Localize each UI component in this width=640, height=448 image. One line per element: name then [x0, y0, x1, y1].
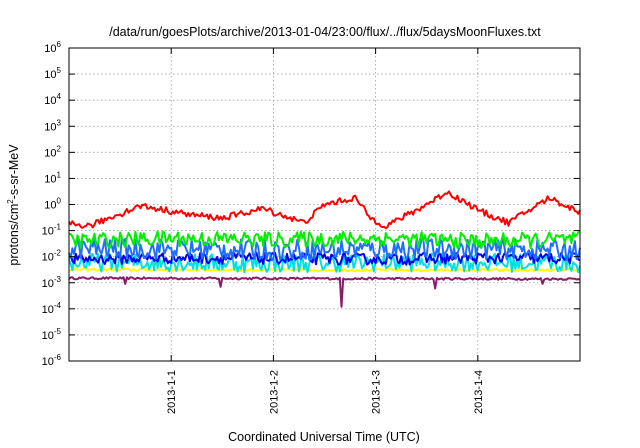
x-axis-label: Coordinated Universal Time (UTC): [228, 430, 420, 444]
chart-title: /data/run/goesPlots/archive/2013-01-04/2…: [109, 25, 541, 39]
y-axis-label-pre: protons/cm: [7, 204, 21, 266]
series-line-6: [68, 190, 581, 230]
series-line-5: [69, 230, 580, 250]
series-line-0: [68, 276, 581, 308]
y-tick-label: 102: [44, 144, 61, 159]
y-tick-label: 105: [44, 66, 61, 81]
x-tick-label: 2013-1-1: [166, 370, 178, 414]
y-tick-label: 103: [44, 118, 61, 133]
series-line-2: [68, 252, 581, 274]
x-tick-label: 2013-1-4: [473, 370, 485, 414]
y-tick-label: 100: [44, 197, 61, 212]
y-axis-label: protons/cm2-s-sr-MeV: [6, 144, 21, 266]
y-tick-label: 10-3: [42, 275, 62, 290]
y-tick-label: 10-5: [42, 327, 62, 342]
x-tick-label: 2013-1-2: [268, 370, 280, 414]
x-axis: 2013-1-1 2013-1-2 2013-1-3 2013-1-4: [166, 48, 485, 414]
y-tick-label: 10-2: [42, 249, 62, 264]
grid: [69, 48, 580, 361]
y-axis: 10-6 10-5 10-4 10-3 10-2 10-1 100 101 102 103 104 1…: [42, 40, 580, 368]
y-tick-label: 10-6: [42, 353, 62, 368]
y-tick-label: 101: [44, 170, 61, 185]
series-group: [68, 190, 581, 308]
y-tick-label: 106: [44, 40, 61, 55]
y-tick-label: 104: [44, 92, 61, 107]
y-tick-label: 10-1: [42, 223, 62, 238]
series-line-3: [68, 251, 581, 266]
y-axis-label-post: -s-sr-MeV: [7, 144, 21, 200]
x-tick-label: 2013-1-3: [371, 370, 383, 414]
y-tick-label: 10-4: [42, 301, 62, 316]
y-axis-label-sup: 2: [6, 199, 15, 204]
